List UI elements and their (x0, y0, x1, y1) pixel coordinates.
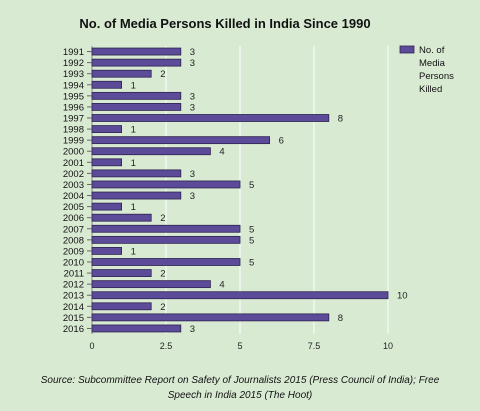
data-label: 1 (131, 125, 136, 136)
data-label: 3 (190, 102, 195, 113)
data-label: 1 (131, 202, 136, 213)
category-label: 2005 (63, 202, 84, 213)
x-tick-label: 0 (89, 341, 94, 351)
bar (91, 180, 241, 189)
legend-label: No. of (419, 45, 445, 56)
data-label: 5 (249, 224, 254, 235)
bar (91, 191, 182, 200)
bar (91, 269, 152, 277)
category-label: 2008 (63, 235, 84, 246)
category-label: 1993 (63, 69, 84, 80)
category-label: 2014 (63, 302, 84, 313)
category-label: 1996 (63, 102, 84, 113)
category-label: 2004 (63, 191, 84, 202)
bar (91, 103, 182, 111)
data-label: 8 (338, 114, 343, 125)
bar (91, 158, 123, 167)
x-tick-label: 5 (237, 341, 242, 351)
bar (91, 247, 123, 255)
category-labels: 1991199219931994199519961997199819992000… (63, 47, 92, 335)
category-label: 2016 (63, 324, 84, 335)
bar (91, 91, 182, 100)
category-label: 2009 (63, 246, 84, 257)
category-label: 1991 (63, 47, 84, 58)
legend-label: Persons (419, 71, 454, 82)
data-label: 5 (249, 235, 254, 246)
data-label: 3 (190, 58, 195, 69)
data-label: 8 (338, 313, 343, 324)
legend-label: Killed (419, 84, 442, 95)
bar (91, 169, 182, 178)
bar (91, 125, 123, 133)
legend: No. of Media Persons Killed (399, 45, 454, 95)
data-label: 1 (131, 246, 136, 257)
bar (91, 58, 182, 67)
bar (91, 136, 271, 145)
bar (91, 47, 182, 56)
grid-lines (91, 46, 389, 334)
bar (91, 313, 330, 322)
data-label: 3 (190, 324, 195, 335)
source-note: Source: Subcommittee Report on Safety of… (40, 375, 440, 401)
category-label: 2011 (64, 269, 84, 280)
bar (91, 147, 211, 156)
legend-label: Media (419, 58, 446, 69)
x-tick-label: 7.5 (308, 341, 321, 351)
x-tick-label: 10 (383, 341, 393, 351)
data-label: 3 (190, 47, 195, 58)
category-label: 2010 (63, 258, 84, 269)
data-label: 2 (160, 213, 165, 224)
bar (91, 224, 241, 233)
category-label: 2000 (63, 147, 84, 158)
x-tick-label: 2.5 (160, 341, 173, 351)
category-label: 1997 (63, 114, 84, 125)
data-label: 4 (219, 147, 224, 158)
data-label: 4 (219, 280, 224, 291)
data-label: 1 (131, 80, 136, 91)
data-label: 2 (160, 269, 165, 280)
bar (91, 202, 123, 211)
bar (91, 280, 211, 289)
bar (91, 69, 152, 78)
category-label: 2002 (63, 169, 84, 180)
category-label: 2012 (63, 280, 84, 291)
bar (91, 80, 123, 89)
category-label: 2015 (63, 313, 84, 324)
legend-swatch (399, 45, 415, 54)
category-label: 1998 (63, 125, 84, 136)
data-label: 10 (397, 291, 408, 302)
x-axis-ticks: 0 2.5 5 7.5 10 (89, 341, 393, 351)
data-label: 3 (190, 91, 195, 102)
bar (91, 235, 241, 244)
data-label: 2 (160, 69, 165, 80)
bar (91, 213, 152, 222)
category-label: 1994 (63, 80, 84, 91)
bar (91, 291, 389, 300)
bar (91, 324, 182, 333)
data-label: 6 (279, 136, 284, 147)
category-label: 2006 (63, 213, 84, 224)
bar (91, 258, 241, 266)
category-label: 2001 (63, 158, 84, 169)
data-label: 3 (190, 169, 195, 180)
bar (91, 114, 330, 122)
category-label: 2013 (63, 291, 84, 302)
data-label: 2 (160, 302, 165, 313)
category-label: 1999 (63, 136, 84, 147)
category-label: 2007 (63, 224, 84, 235)
category-label: 1995 (63, 91, 84, 102)
chart-title: No. of Media Persons Killed in India Sin… (79, 16, 370, 31)
data-label: 1 (131, 158, 136, 169)
data-label: 5 (249, 258, 254, 269)
data-label: 5 (249, 180, 254, 191)
category-label: 2003 (63, 180, 84, 191)
category-label: 1992 (63, 58, 84, 69)
data-label: 3 (190, 191, 195, 202)
bar (91, 302, 152, 311)
